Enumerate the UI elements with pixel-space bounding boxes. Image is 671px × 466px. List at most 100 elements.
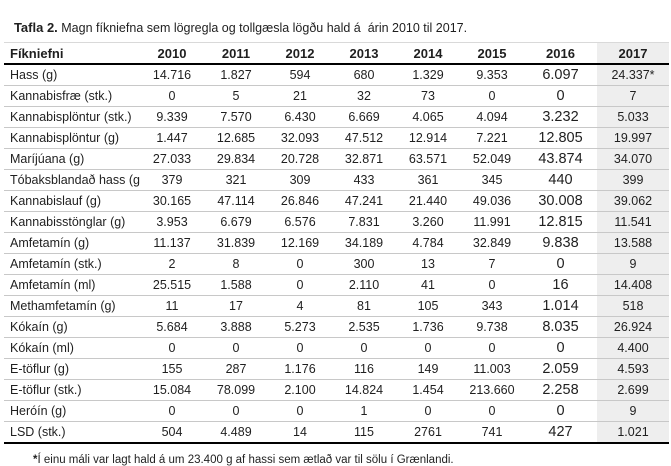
cell-value: 0: [360, 341, 368, 355]
cell-value: 5.033: [617, 110, 649, 124]
cell-value: 34.189: [344, 236, 384, 250]
row-label: Kannabisstönglar (g): [10, 215, 126, 229]
cell-value: 81: [357, 299, 371, 313]
cell-value: 29.834: [216, 152, 256, 166]
cell-value: 343: [481, 299, 503, 313]
cell-value: 32.093: [280, 131, 320, 145]
cell-value: 309: [289, 173, 311, 187]
cell-value: 11.991: [473, 215, 511, 229]
row-label: Hass (g): [10, 68, 58, 82]
cell-value: 32: [357, 89, 371, 103]
cell-value: 379: [161, 173, 183, 187]
cell-value: 116: [354, 362, 374, 376]
table-title-text: Magn fíkniefna sem lögregla og tollgæsla…: [57, 21, 468, 35]
table-row: Tóbaksblandað hass (g) 379 321 309 433 361 345…: [4, 170, 669, 191]
table-row: Amfetamín (ml) 25.515 1.588 0 2.110 41 0 16 14.4…: [4, 275, 669, 296]
cell-value: 6.097: [542, 67, 579, 83]
cell-value: 0: [424, 341, 432, 355]
cell-value: 52.049: [472, 152, 512, 166]
drug-seizure-table: Fíkniefni 2010 2011 2012 2013 2014 2015 2016 201…: [4, 42, 669, 444]
column-header-year: 2010: [157, 45, 187, 61]
table-row: Methamfetamín (g) 11 17 4 81 105 343 1.014 518: [4, 296, 669, 317]
cell-value: 149: [417, 362, 439, 376]
cell-value: 2.258: [542, 382, 579, 398]
cell-value: 0: [296, 341, 304, 355]
cell-value: 287: [225, 362, 247, 376]
cell-value: 49.036: [472, 194, 512, 208]
row-label: Heróín (g): [10, 404, 67, 418]
cell-value: 1.014: [542, 298, 579, 314]
row-label: Kókaín (g): [10, 320, 68, 334]
table-row: Heróín (g) 0 0 0 1 0 0 0 9: [4, 401, 669, 422]
column-header-year: 2017: [618, 45, 648, 61]
table-row: Amfetamín (stk.) 2 8 0 300 13 7 0 9: [4, 254, 669, 275]
cell-value: 0: [232, 404, 240, 418]
cell-value: 9.838: [542, 235, 579, 251]
table-row: Kannabislauf (g) 30.165 47.114 26.846 47.241…: [4, 191, 669, 212]
cell-value: 2.699: [617, 383, 649, 397]
cell-value: 0: [556, 403, 565, 419]
cell-value: 321: [225, 173, 247, 187]
cell-value: 12.169: [280, 236, 320, 250]
cell-value: 20.728: [280, 152, 320, 166]
cell-value: 0: [424, 404, 432, 418]
cell-value: 680: [353, 68, 375, 82]
cell-value: 2.535: [348, 320, 380, 334]
cell-value: 7.831: [348, 215, 380, 229]
cell-value: 1.588: [220, 278, 252, 292]
cell-value: 2: [168, 257, 176, 271]
table-row: E-töflur (g) 155 287 1.176 116 149 11.003 2.059…: [4, 359, 669, 380]
cell-value: 399: [622, 173, 644, 187]
cell-value: 47.512: [344, 131, 384, 145]
column-header-substance: Fíkniefni: [10, 45, 64, 61]
cell-value: 43.874: [538, 151, 583, 167]
cell-value: 7: [629, 89, 637, 103]
cell-value: 0: [232, 341, 240, 355]
table-body: Hass (g) 14.716 1.827 594 680 1.329 9.353 6.097…: [4, 64, 669, 443]
table-header: Fíkniefni 2010 2011 2012 2013 2014 2015 2016 201…: [4, 42, 669, 64]
cell-value: 73: [421, 89, 435, 103]
cell-value: 6.576: [284, 215, 316, 229]
row-label: Kannabisplöntur (g): [10, 131, 120, 145]
cell-value: 41: [421, 278, 435, 292]
cell-value: 63.571: [408, 152, 448, 166]
cell-value: 30.165: [152, 194, 192, 208]
cell-value: 14.824: [344, 383, 384, 397]
cell-value: 2761: [414, 425, 442, 439]
row-label: Kannabisplöntur (stk.): [10, 110, 132, 124]
cell-value: 15.084: [152, 383, 192, 397]
table-row: Kókaín (g) 5.684 3.888 5.273 2.535 1.736 9.738…: [4, 317, 669, 338]
cell-value: 105: [417, 299, 439, 313]
cell-value: 2.110: [348, 278, 380, 292]
cell-value: 31.839: [216, 236, 256, 250]
cell-value: 12.914: [408, 131, 448, 145]
cell-value: 47.114: [217, 194, 255, 208]
cell-value: 14.716: [152, 68, 192, 82]
cell-value: 4.489: [220, 425, 252, 439]
row-label: Amfetamín (stk.): [10, 257, 102, 271]
header-row: Fíkniefni 2010 2011 2012 2013 2014 2015 2016 201…: [4, 42, 669, 64]
table-row: LSD (stk.) 504 4.489 14 115 2761 741 427 1.021: [4, 422, 669, 443]
cell-value: 24.337*: [611, 68, 655, 82]
cell-value: 26.924: [613, 320, 653, 334]
cell-value: 11.541: [614, 215, 652, 229]
cell-value: 3.232: [542, 109, 579, 125]
cell-value: 0: [488, 278, 496, 292]
cell-value: 345: [481, 173, 503, 187]
cell-value: 427: [548, 424, 573, 440]
cell-value: 21: [293, 89, 307, 103]
cell-value: 7: [488, 257, 496, 271]
table-row: Kannabisplöntur (g) 1.447 12.685 32.093 47.5…: [4, 128, 669, 149]
table-row: Kókaín (ml) 0 0 0 0 0 0 0 4.400: [4, 338, 669, 359]
cell-value: 741: [481, 425, 503, 439]
cell-value: 433: [353, 173, 375, 187]
row-label: Maríjúana (g): [10, 152, 85, 166]
row-label: Amfetamín (g): [10, 236, 90, 250]
cell-value: 1.176: [284, 362, 316, 376]
cell-value: 9.353: [476, 68, 508, 82]
cell-value: 1.827: [220, 68, 252, 82]
cell-value: 9: [629, 404, 637, 418]
table-row: Hass (g) 14.716 1.827 594 680 1.329 9.353 6.097…: [4, 64, 669, 86]
cell-value: 30.008: [538, 193, 583, 209]
row-label: Methamfetamín (g): [10, 299, 116, 313]
